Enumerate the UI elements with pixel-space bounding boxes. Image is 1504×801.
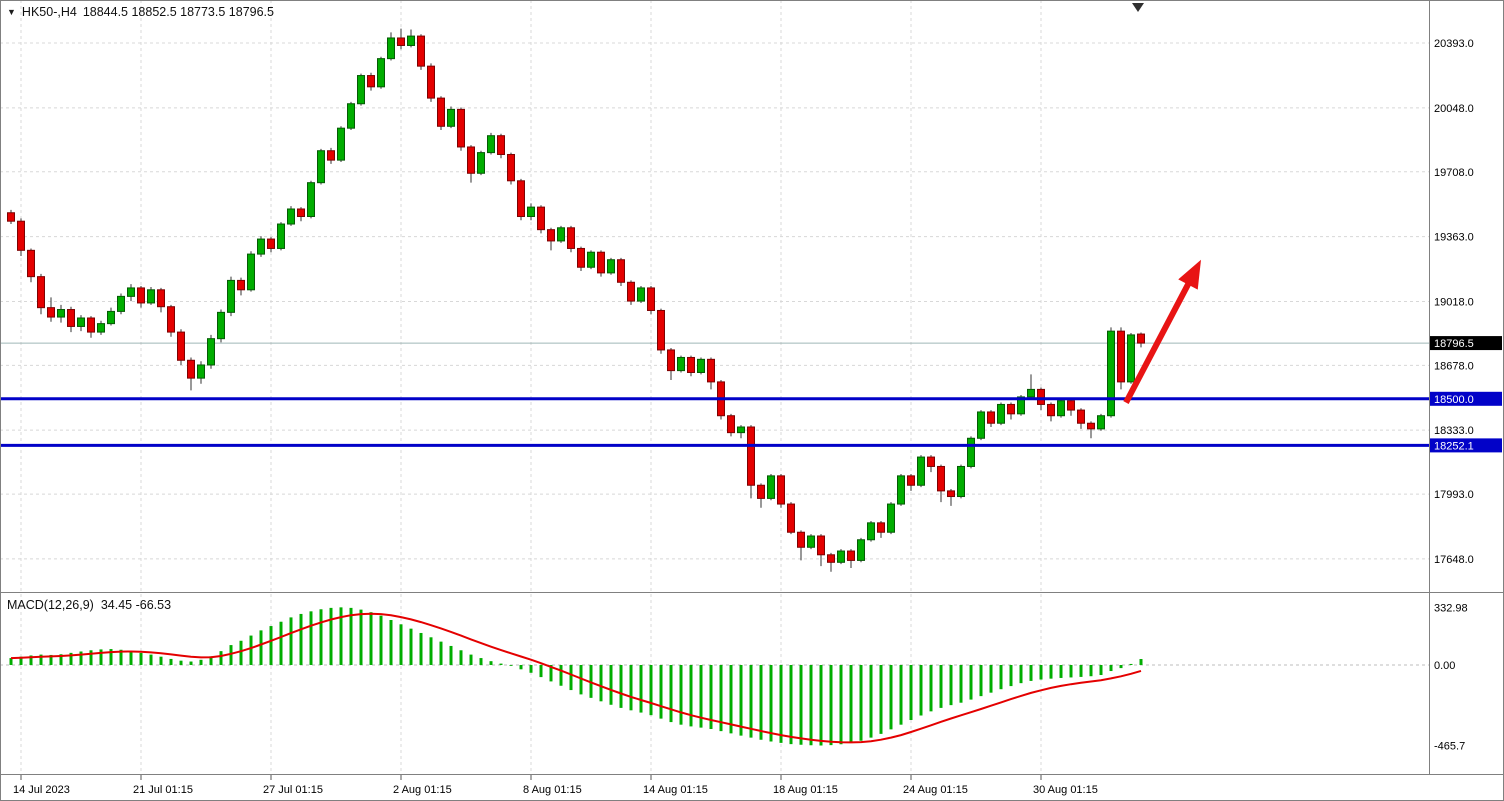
price-axis[interactable]: 20393.0 20048.0 19708.0 19363.0 19018.0 18678… <box>1434 38 1474 753</box>
svg-text:27 Jul 01:15: 27 Jul 01:15 <box>263 784 323 796</box>
svg-text:19363.0: 19363.0 <box>1434 232 1474 244</box>
macd-name: MACD(12,26,9) <box>7 598 94 612</box>
svg-text:17993.0: 17993.0 <box>1434 489 1474 501</box>
svg-text:18500.0: 18500.0 <box>1434 394 1474 406</box>
svg-text:17648.0: 17648.0 <box>1434 554 1474 566</box>
time-axis[interactable]: 14 Jul 2023 21 Jul 01:15 27 Jul 01:15 2 Aug… <box>13 775 1098 796</box>
svg-text:30 Aug 01:15: 30 Aug 01:15 <box>1033 784 1098 796</box>
ohlc-values: 18844.5 18852.5 18773.5 18796.5 <box>82 5 274 19</box>
svg-text:18333.0: 18333.0 <box>1434 425 1474 437</box>
svg-text:20048.0: 20048.0 <box>1434 103 1474 115</box>
svg-text:14 Jul 2023: 14 Jul 2023 <box>13 784 70 796</box>
symbol-marker-icon: ▼ <box>7 6 16 17</box>
svg-text:0.00: 0.00 <box>1434 660 1455 672</box>
symbol-period-label: HK50-,H4 <box>21 5 77 19</box>
svg-text:18678.0: 18678.0 <box>1434 360 1474 372</box>
svg-text:18252.1: 18252.1 <box>1434 440 1474 452</box>
svg-text:2 Aug 01:15: 2 Aug 01:15 <box>393 784 452 796</box>
macd-signal-line <box>10 612 1142 744</box>
svg-text:8 Aug 01:15: 8 Aug 01:15 <box>523 784 582 796</box>
svg-text:-465.7: -465.7 <box>1434 741 1465 753</box>
price-tag-level: 18500.0 <box>1430 391 1502 406</box>
svg-text:14 Aug 01:15: 14 Aug 01:15 <box>643 784 708 796</box>
svg-text:19708.0: 19708.0 <box>1434 167 1474 179</box>
trend-arrow[interactable] <box>1123 259 1201 404</box>
grid-lines <box>0 0 1429 774</box>
macd-histogram <box>9 607 1143 746</box>
macd-indicator-label: MACD(12,26,9) 34.45 -66.53 <box>7 598 171 612</box>
price-tag-current: 18796.5 <box>1430 336 1502 351</box>
svg-text:18796.5: 18796.5 <box>1434 338 1474 350</box>
svg-text:21 Jul 01:15: 21 Jul 01:15 <box>133 784 193 796</box>
svg-text:19018.0: 19018.0 <box>1434 296 1474 308</box>
shift-marker-icon[interactable] <box>1132 3 1144 12</box>
chart-title: ▼ HK50-,H4 18844.5 18852.5 18773.5 18796… <box>7 5 274 19</box>
svg-text:24 Aug 01:15: 24 Aug 01:15 <box>903 784 968 796</box>
svg-text:332.98: 332.98 <box>1434 602 1468 614</box>
svg-text:18 Aug 01:15: 18 Aug 01:15 <box>773 784 838 796</box>
macd-values: 34.45 -66.53 <box>100 598 172 612</box>
svg-text:20393.0: 20393.0 <box>1434 38 1474 50</box>
candlesticks <box>7 28 1145 572</box>
price-tag-level: 18252.1 <box>1430 438 1502 453</box>
